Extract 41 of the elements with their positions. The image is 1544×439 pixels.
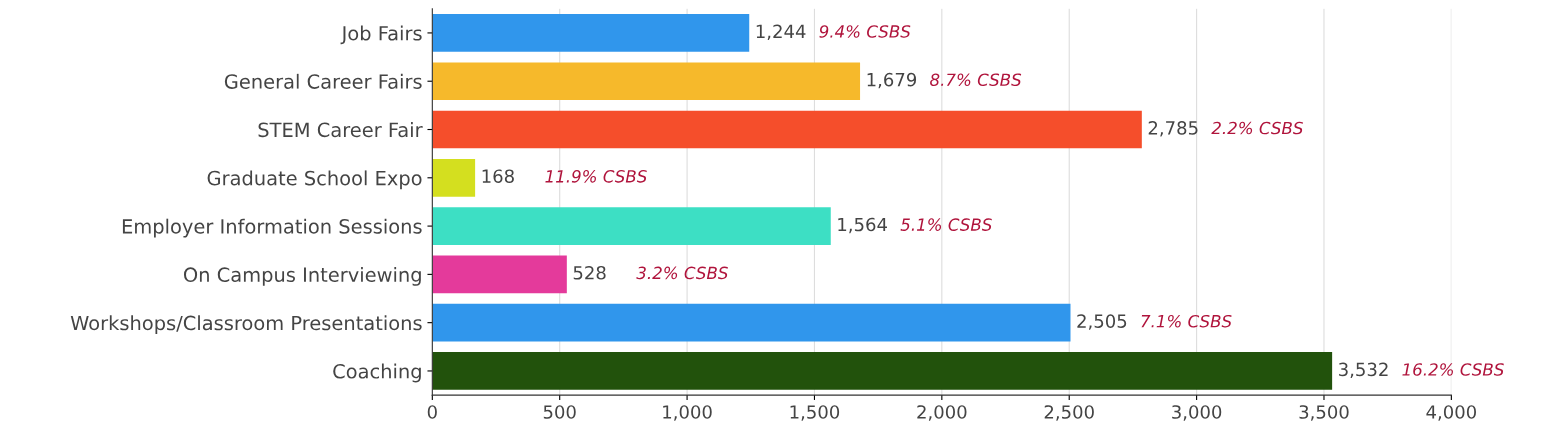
data-label: 3,532 bbox=[1339, 362, 1388, 379]
annotation: 5.1% CSBS bbox=[900, 218, 992, 231]
y-tick-label: Workshops/Classroom Presentations bbox=[70, 315, 422, 335]
annotation: 11.9% CSBS bbox=[545, 170, 647, 183]
y-tick-label: On Campus Interviewing bbox=[183, 266, 421, 286]
y-tick-label: Graduate School Expo bbox=[207, 170, 422, 190]
bar bbox=[432, 62, 861, 101]
annotation: 16.2% CSBS bbox=[1402, 363, 1504, 376]
y-tick-label: STEM Career Fair bbox=[258, 122, 423, 138]
x-tick-label: 3,000 bbox=[1172, 405, 1222, 421]
data-label: 1,244 bbox=[756, 24, 806, 41]
data-label: 528 bbox=[573, 265, 606, 280]
data-label: 1,564 bbox=[838, 217, 887, 234]
bar bbox=[432, 352, 1333, 390]
annotation: 8.7% CSBS bbox=[930, 73, 1022, 87]
y-tick-label: Coaching bbox=[333, 363, 421, 383]
y-tick-label: Job Fairs bbox=[340, 25, 422, 45]
bar bbox=[432, 14, 750, 52]
bar bbox=[432, 158, 476, 197]
data-label: 2,785 bbox=[1148, 121, 1198, 137]
x-tick-label: 3,500 bbox=[1299, 405, 1349, 421]
annotation: 3.2% CSBS bbox=[636, 266, 728, 280]
x-tick-label: 4,000 bbox=[1426, 405, 1477, 421]
x-tick-label: 0 bbox=[427, 405, 437, 419]
data-label: 2,505 bbox=[1077, 314, 1127, 330]
x-tick-label: 1,000 bbox=[663, 405, 712, 421]
bar bbox=[432, 207, 831, 245]
y-tick-label: Employer Information Sessions bbox=[122, 218, 422, 238]
x-tick-label: 500 bbox=[543, 405, 576, 419]
annotation: 2.2% CSBS bbox=[1211, 121, 1303, 135]
y-tick-label: General Career Fairs bbox=[224, 73, 422, 89]
annotation: 7.1% CSBS bbox=[1141, 314, 1232, 328]
x-tick-label: 2,500 bbox=[1044, 405, 1094, 421]
data-label: 168 bbox=[482, 169, 514, 184]
bar bbox=[432, 255, 567, 294]
bar bbox=[432, 303, 1071, 342]
bar bbox=[432, 110, 1142, 149]
annotation: 9.4% CSBS bbox=[819, 25, 911, 38]
x-tick-label: 1,500 bbox=[790, 405, 840, 421]
x-tick-label: 2,000 bbox=[917, 405, 967, 421]
data-label: 1,679 bbox=[867, 72, 917, 89]
